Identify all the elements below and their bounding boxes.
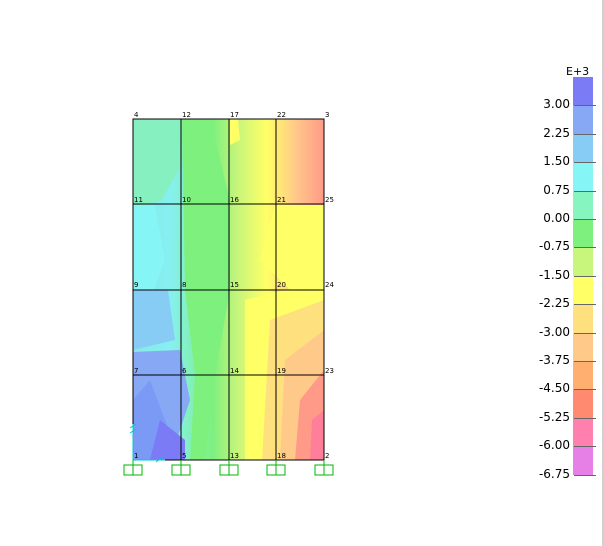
legend-swatch — [573, 417, 593, 447]
node-label: 1 — [134, 452, 139, 460]
legend-tick — [550, 247, 596, 249]
node-label: 12 — [182, 111, 191, 119]
node-label: 5 — [182, 452, 187, 460]
legend-swatch — [573, 304, 593, 333]
legend-exponent-label: E+3 — [566, 65, 590, 78]
legend-tick — [550, 275, 596, 277]
legend-value-label: -0.75 — [538, 239, 570, 254]
legend-swatch — [573, 77, 593, 106]
node-label: 18 — [277, 452, 286, 460]
node-label: 21 — [277, 196, 286, 204]
node-label: 3 — [325, 111, 330, 119]
legend-value-label: -3.75 — [538, 353, 570, 367]
node-label: 14 — [230, 367, 239, 375]
axis-triad-icon — [129, 423, 165, 463]
legend-swatch — [573, 275, 593, 305]
legend-tick — [550, 219, 596, 220]
node-label: 2 — [325, 452, 330, 460]
support-symbols — [123, 460, 334, 476]
legend-tick — [550, 133, 596, 135]
node-label: 7 — [134, 367, 139, 375]
node-label: 10 — [182, 196, 191, 204]
node-label: 9 — [134, 281, 139, 289]
node-label: 16 — [230, 196, 239, 204]
node-label: 23 — [325, 367, 334, 375]
legend-swatch — [573, 190, 593, 219]
node-label: 11 — [134, 196, 143, 204]
legend-swatch — [573, 133, 593, 163]
legend-swatch — [573, 219, 593, 248]
legend-tick — [550, 162, 596, 164]
legend-tick — [550, 474, 596, 476]
legend-value-label: -6.00 — [538, 438, 570, 453]
window-right-border — [602, 0, 604, 546]
legend-value-label: 0.75 — [543, 182, 570, 197]
legend-swatch — [573, 162, 593, 191]
legend-tick — [550, 190, 596, 192]
legend-tick — [550, 361, 596, 362]
node-label: 6 — [182, 367, 187, 375]
legend-value-label: 0.00 — [543, 211, 570, 225]
contour-band — [150, 420, 185, 460]
legend-tick — [550, 417, 596, 419]
legend-value-label: -2.25 — [538, 296, 570, 311]
legend-value-label: -6.75 — [538, 466, 570, 481]
legend-tick — [550, 105, 596, 107]
legend-value-label: -3.00 — [538, 324, 570, 339]
contour-band — [133, 205, 165, 300]
legend-swatch — [573, 389, 593, 418]
legend-value-label: -5.25 — [538, 409, 570, 424]
legend-value-label: -1.50 — [538, 267, 570, 282]
node-label: 25 — [325, 196, 334, 204]
node-label: 24 — [325, 281, 334, 289]
legend-value-label: -4.50 — [538, 381, 570, 396]
legend-value-label: 2.25 — [543, 125, 570, 140]
node-label: 20 — [277, 281, 286, 289]
legend-swatch — [573, 105, 593, 134]
contour-band — [230, 119, 240, 145]
node-label: 19 — [277, 367, 286, 375]
node-label: 17 — [230, 111, 239, 119]
legend-value-label: 1.50 — [543, 154, 570, 169]
node-label: 15 — [230, 281, 239, 289]
node-label: 22 — [277, 111, 286, 119]
legend-tick — [550, 304, 596, 306]
legend-tick — [550, 389, 596, 391]
frame-grid — [132, 118, 325, 461]
node-label: 13 — [230, 452, 239, 460]
contour-band — [310, 410, 324, 460]
legend-swatch — [573, 361, 593, 390]
node-label: 8 — [182, 281, 187, 289]
legend-swatch — [573, 332, 593, 361]
node-label: 4 — [134, 111, 139, 119]
contour-band — [133, 290, 175, 350]
legend-swatch — [573, 446, 593, 475]
legend-swatch — [573, 247, 593, 276]
legend-tick — [550, 332, 596, 334]
legend-value-label: 3.00 — [543, 97, 570, 112]
legend-tick — [550, 446, 596, 448]
